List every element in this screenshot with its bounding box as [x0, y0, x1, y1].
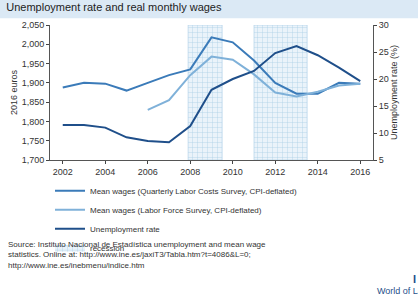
- svg-text:1,800: 1,800: [22, 117, 45, 127]
- svg-text:1,900: 1,900: [22, 78, 45, 88]
- svg-text:1,850: 1,850: [22, 97, 45, 107]
- svg-text:Unemployment rate: Unemployment rate: [90, 225, 160, 234]
- svg-text:I Z A: I Z A: [413, 273, 418, 285]
- svg-text:20: 20: [379, 74, 389, 84]
- svg-text:2002: 2002: [53, 167, 73, 177]
- svg-text:10: 10: [379, 128, 389, 138]
- svg-text:Unemployment rate and real mon: Unemployment rate and real monthly wages: [6, 1, 222, 13]
- svg-text:15: 15: [379, 101, 389, 111]
- svg-text:1,750: 1,750: [22, 136, 45, 146]
- svg-text:Mean wages (Labor Force Survey: Mean wages (Labor Force Survey, CPI-defl…: [90, 206, 262, 215]
- svg-text:2,050: 2,050: [22, 20, 45, 30]
- svg-text:5: 5: [379, 155, 384, 165]
- svg-text:30: 30: [379, 20, 389, 30]
- svg-text:recession: recession: [90, 244, 124, 253]
- svg-text:2,000: 2,000: [22, 39, 45, 49]
- svg-text:2006: 2006: [138, 167, 158, 177]
- svg-text:Unemployment rate (%): Unemployment rate (%): [389, 45, 399, 140]
- svg-text:2008: 2008: [180, 167, 200, 177]
- svg-text:1,700: 1,700: [22, 155, 45, 165]
- svg-text:2014: 2014: [308, 167, 328, 177]
- svg-text:2016 euros: 2016 euros: [9, 69, 19, 115]
- svg-text:Mean wages (Quarterly Labor Co: Mean wages (Quarterly Labor Costs Survey…: [90, 187, 297, 196]
- svg-text:2010: 2010: [223, 167, 243, 177]
- svg-text:Source: Instituto Nacional de: Source: Instituto Nacional de Estadístic…: [8, 240, 266, 270]
- svg-text:25: 25: [379, 47, 389, 57]
- svg-text:2004: 2004: [95, 167, 115, 177]
- svg-text:2016: 2016: [350, 167, 370, 177]
- svg-text:World of Labor: World of Labor: [377, 286, 418, 295]
- svg-text:1,950: 1,950: [22, 59, 45, 69]
- svg-text:2012: 2012: [265, 167, 285, 177]
